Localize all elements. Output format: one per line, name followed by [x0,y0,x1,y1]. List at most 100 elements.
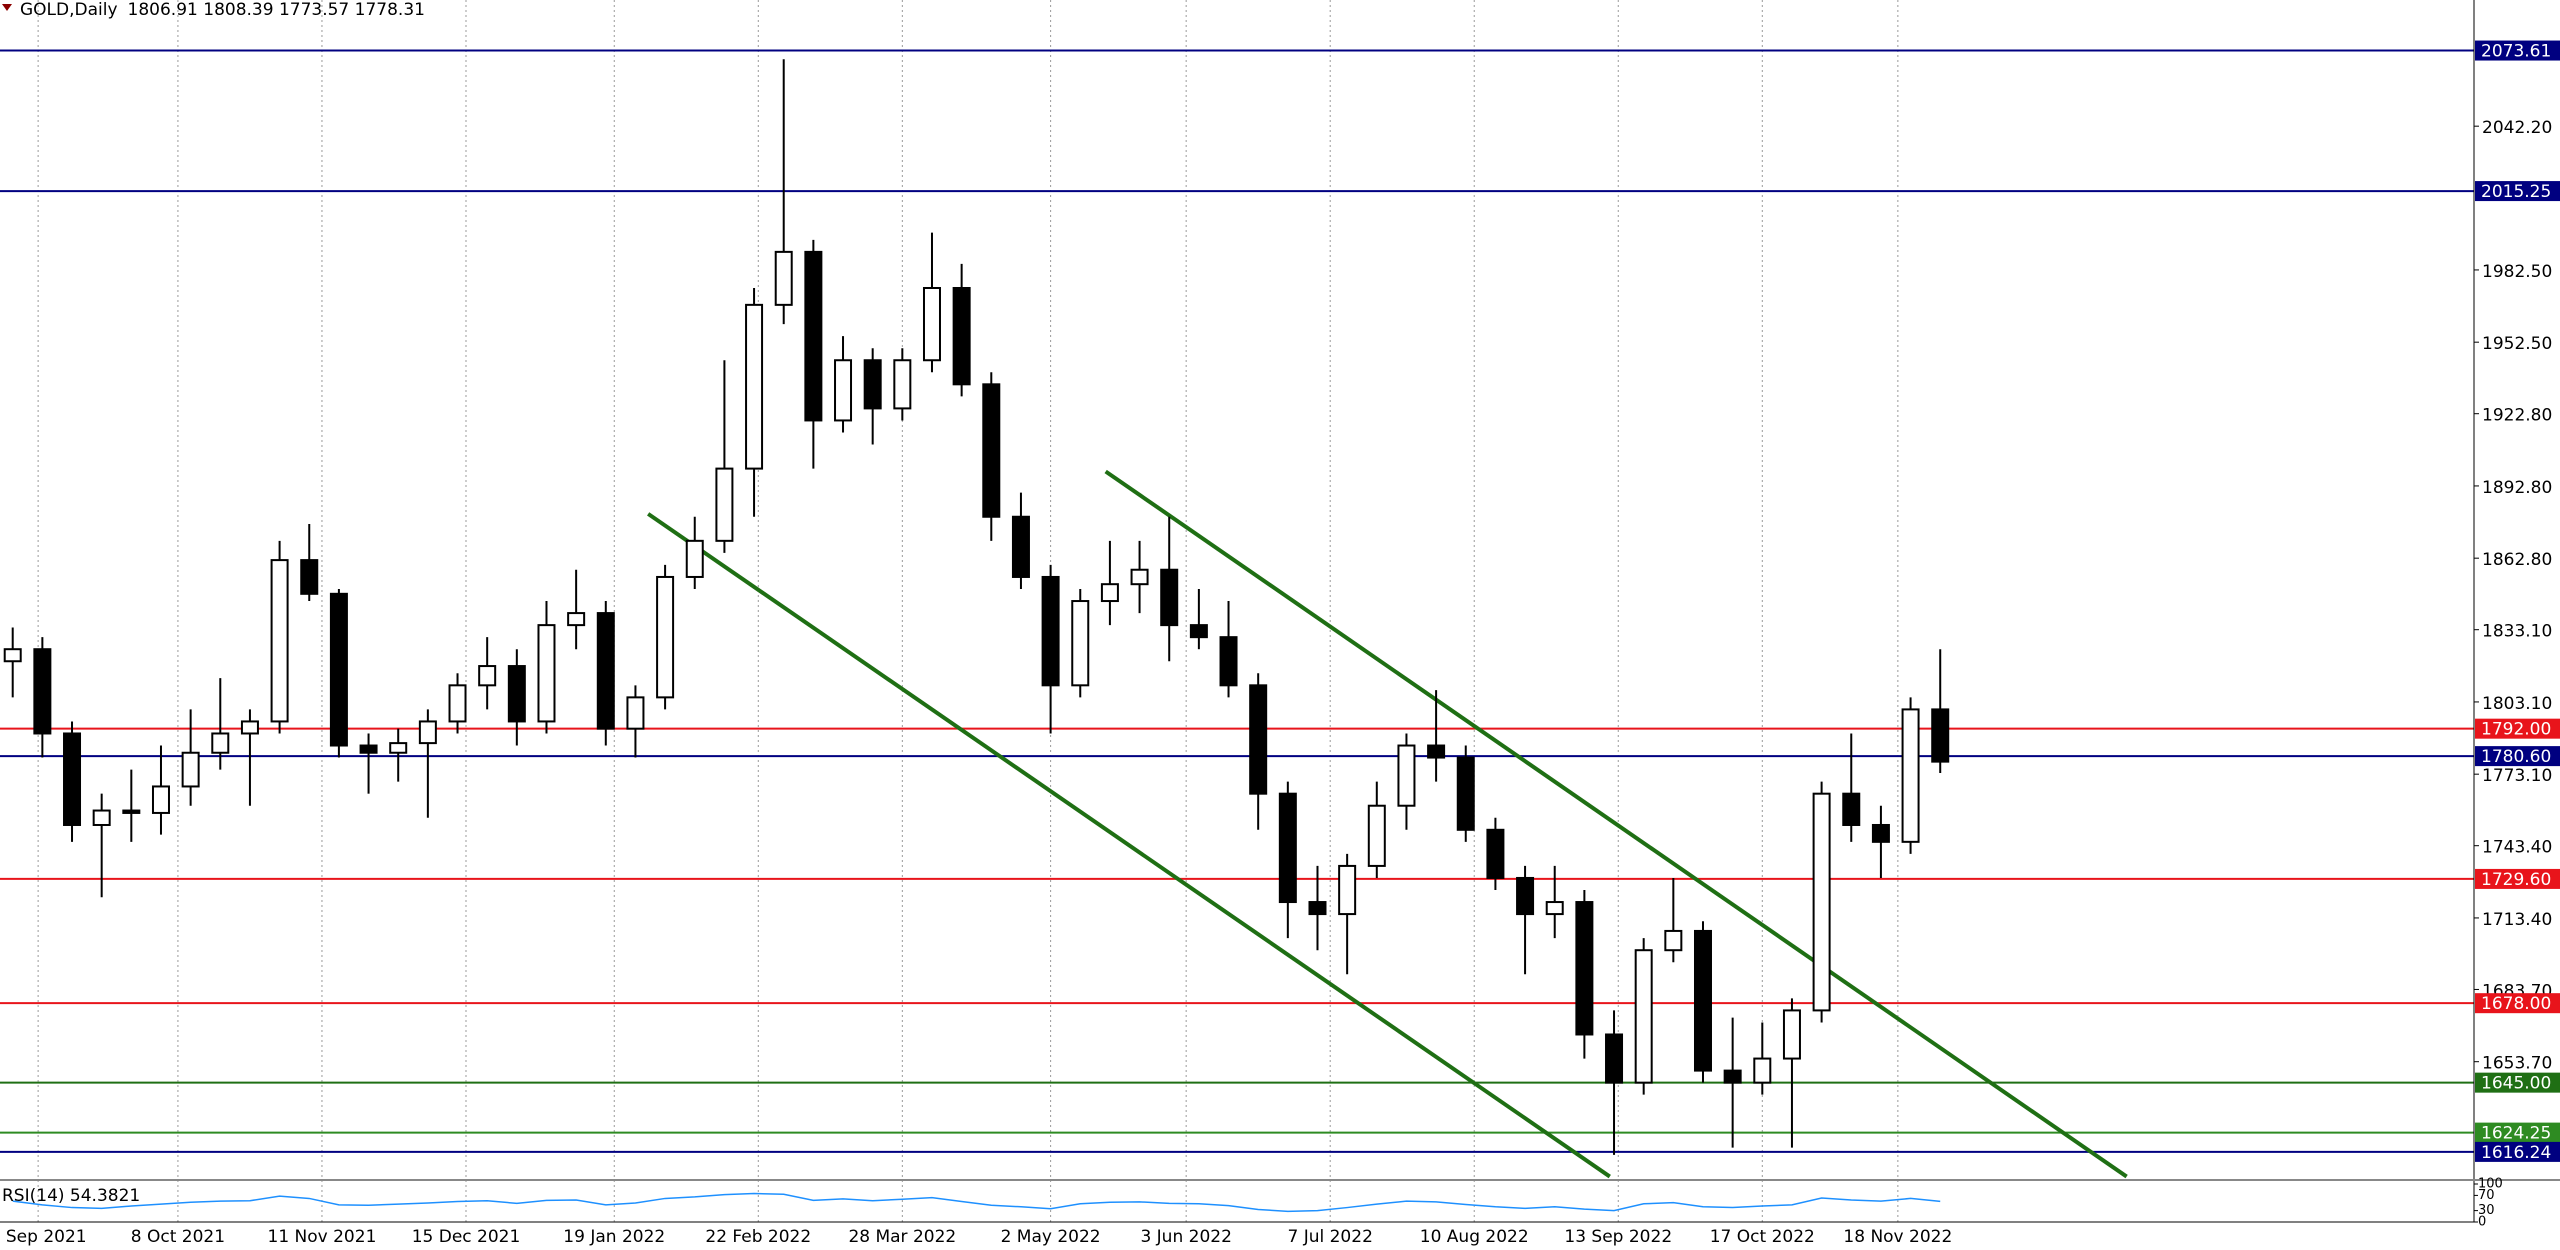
rsi-tick-label: 70 [2478,1188,2495,1203]
y-tick-label: 1833.10 [2482,622,2552,642]
y-tick-label: 1982.50 [2482,262,2552,282]
candle-body [1782,1009,1801,1060]
candle-body [92,809,111,826]
candle-body [1160,568,1179,627]
candle-body [418,720,437,745]
x-tick-label: 18 Nov 2022 [1843,1227,1952,1247]
candle-body [1397,744,1416,807]
candle-body [1308,901,1327,916]
header-arrow [2,4,12,11]
candle-body [1545,901,1564,916]
candle-body [1871,823,1890,843]
candle-body [122,809,141,814]
candle-body [952,286,971,386]
candle-body [745,303,764,470]
x-tick-label: 7 Jul 2022 [1287,1227,1372,1247]
x-tick-label: 22 Feb 2022 [705,1227,811,1247]
x-tick-label: 3 Jun 2022 [1140,1227,1231,1247]
y-tick-label: 1803.10 [2482,694,2552,714]
candle-body [1693,929,1712,1072]
candle-body [1189,624,1208,639]
candle-body [1456,756,1475,831]
y-tick-label: 1773.10 [2482,766,2552,786]
candle-body [448,684,467,723]
level-label: 1678.00 [2481,994,2551,1014]
level-box [2475,718,2560,739]
rsi-line [12,1192,1941,1213]
candle-body [1100,583,1119,603]
x-tick-label: 13 Sep 2022 [1564,1227,1672,1247]
candle-body [1516,876,1535,916]
x-tick-label: 17 Oct 2022 [1710,1227,1815,1247]
candle-body [1901,708,1920,843]
quote: 1806.91 1808.39 1773.57 1778.31 [128,0,425,20]
x-tick-label: 10 Aug 2022 [1420,1227,1529,1247]
candle-body [1486,828,1505,879]
x-tick-label: 15 Dec 2021 [412,1227,521,1247]
candle-body [33,648,52,735]
candle-body [1338,864,1357,916]
candle-body [596,612,615,730]
y-tick-label: 2042.20 [2482,118,2552,138]
level-label: 1780.60 [2481,747,2551,767]
candle-body [834,359,853,422]
candle-body [626,696,645,730]
level-box [2475,993,2560,1014]
candle-body [1427,744,1446,759]
header: GOLD,Daily 1806.91 1808.39 1773.57 1778.3… [20,0,425,20]
trendline [647,512,1611,1179]
x-tick-label: 2 May 2022 [1001,1227,1101,1247]
level-label: 1624.25 [2481,1124,2551,1144]
candle-body [270,559,289,723]
candle-body [893,359,912,410]
candle-body [1842,792,1861,826]
y-tick-label: 1653.70 [2482,1054,2552,1074]
candle-body [1931,708,1950,763]
level-box [2475,1072,2560,1093]
rsi-title: RSI(14) 54.3821 [2,1186,140,1206]
level-box [2475,1141,2560,1162]
x-tick-label: 28 Mar 2022 [848,1227,956,1247]
x-tick-label: 5 Sep 2021 [0,1227,87,1247]
candle-body [1812,792,1831,1012]
candle-body [922,286,941,362]
rsi-tick-label: 0 [2478,1215,2486,1230]
candle-body [181,751,200,788]
level-label: 1616.24 [2481,1143,2551,1163]
rsi-tick-label: 30 [2478,1203,2495,1218]
y-tick-label: 1952.50 [2482,334,2552,354]
candle-body [359,744,378,754]
level-label: 1792.00 [2481,720,2551,740]
candle-body [389,742,408,754]
y-tick-label: 1713.40 [2482,910,2552,930]
candle-body [1367,804,1386,867]
candle-body [1664,929,1683,952]
candle-body [1575,901,1594,1036]
candle-body [715,467,734,542]
candle-body [151,785,170,814]
candle-body [804,250,823,422]
candle-body [1130,568,1149,586]
level-label: 2073.61 [2481,42,2551,62]
candle-body [63,732,82,826]
level-label: 1729.60 [2481,870,2551,890]
candle-body [1041,575,1060,687]
candle-body [1219,636,1238,687]
level-box [2475,1122,2560,1143]
candle-body [300,559,319,595]
candle-body [1071,600,1090,687]
y-tick-label: 1862.80 [2482,550,2552,570]
candle-body [982,383,1001,518]
candle-body [3,648,22,663]
candle-body [537,624,556,723]
x-tick-label: 8 Oct 2021 [131,1227,225,1247]
level-box [2475,40,2560,61]
level-label: 2015.25 [2481,182,2551,202]
candle-body [567,612,586,627]
x-tick-label: 19 Jan 2022 [563,1227,665,1247]
candle-body [1249,684,1268,795]
candle-body [1723,1069,1742,1084]
candle-body [478,665,497,687]
